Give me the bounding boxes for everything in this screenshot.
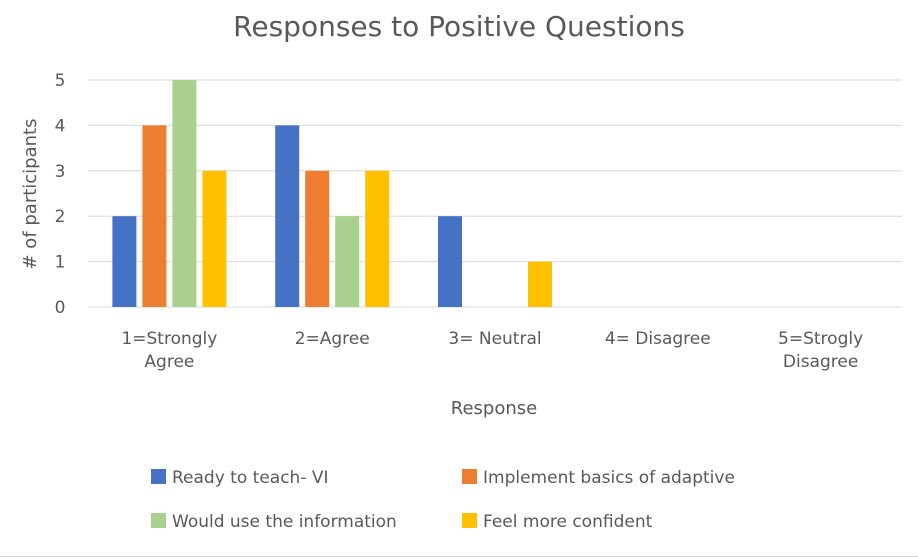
legend-item: Feel more confident: [462, 512, 653, 532]
x-tick-label: 2=Agree: [295, 329, 370, 349]
y-tick-label: 2: [55, 207, 66, 227]
legend-label: Would use the information: [172, 512, 397, 532]
y-tick-label: 3: [55, 162, 66, 182]
bar: [275, 125, 300, 308]
bar: [365, 170, 390, 307]
bar: [335, 216, 360, 307]
x-tick-label: 4= Disagree: [605, 329, 711, 349]
bars: [112, 80, 552, 308]
x-tick-label: 1=Strongly Agree: [121, 329, 217, 372]
legend-swatch: [462, 469, 477, 484]
bar: [112, 216, 137, 307]
legend-item: Implement basics of adaptive: [462, 468, 735, 488]
x-tick-label: 3= Neutral: [448, 329, 541, 349]
legend-item: Would use the information: [151, 512, 397, 532]
bar: [528, 261, 552, 307]
bar: [305, 170, 330, 307]
y-axis-title: # of participants: [20, 119, 41, 270]
legend-label: Feel more confident: [483, 512, 653, 532]
legend: Ready to teach- VI Implement basics of ad…: [151, 468, 735, 532]
y-tick-label: 5: [55, 71, 66, 91]
bar: [202, 170, 227, 307]
legend-swatch: [151, 469, 166, 484]
legend-label: Ready to teach- VI: [172, 468, 329, 488]
x-tick-label: 5=Strogly Disagree: [778, 329, 863, 372]
bottom-divider: [0, 556, 918, 557]
legend-label: Implement basics of adaptive: [483, 468, 735, 488]
y-tick-label: 1: [55, 253, 66, 273]
legend-swatch: [462, 513, 477, 528]
bar: [172, 80, 197, 307]
y-tick-label: 0: [55, 298, 66, 318]
bar: [142, 125, 167, 308]
y-axis-ticks: 0 1 2 3 4 5: [55, 71, 66, 318]
legend-item: Ready to teach- VI: [151, 468, 329, 488]
x-axis-title: Response: [451, 398, 537, 419]
y-tick-label: 4: [55, 116, 66, 136]
bar: [438, 216, 462, 307]
x-axis-ticks: 1=Strongly Agree 2=Agree 3= Neutral 4= Disag…: [121, 329, 863, 372]
legend-swatch: [151, 513, 166, 528]
chart-title: Responses to Positive Questions: [233, 10, 685, 43]
